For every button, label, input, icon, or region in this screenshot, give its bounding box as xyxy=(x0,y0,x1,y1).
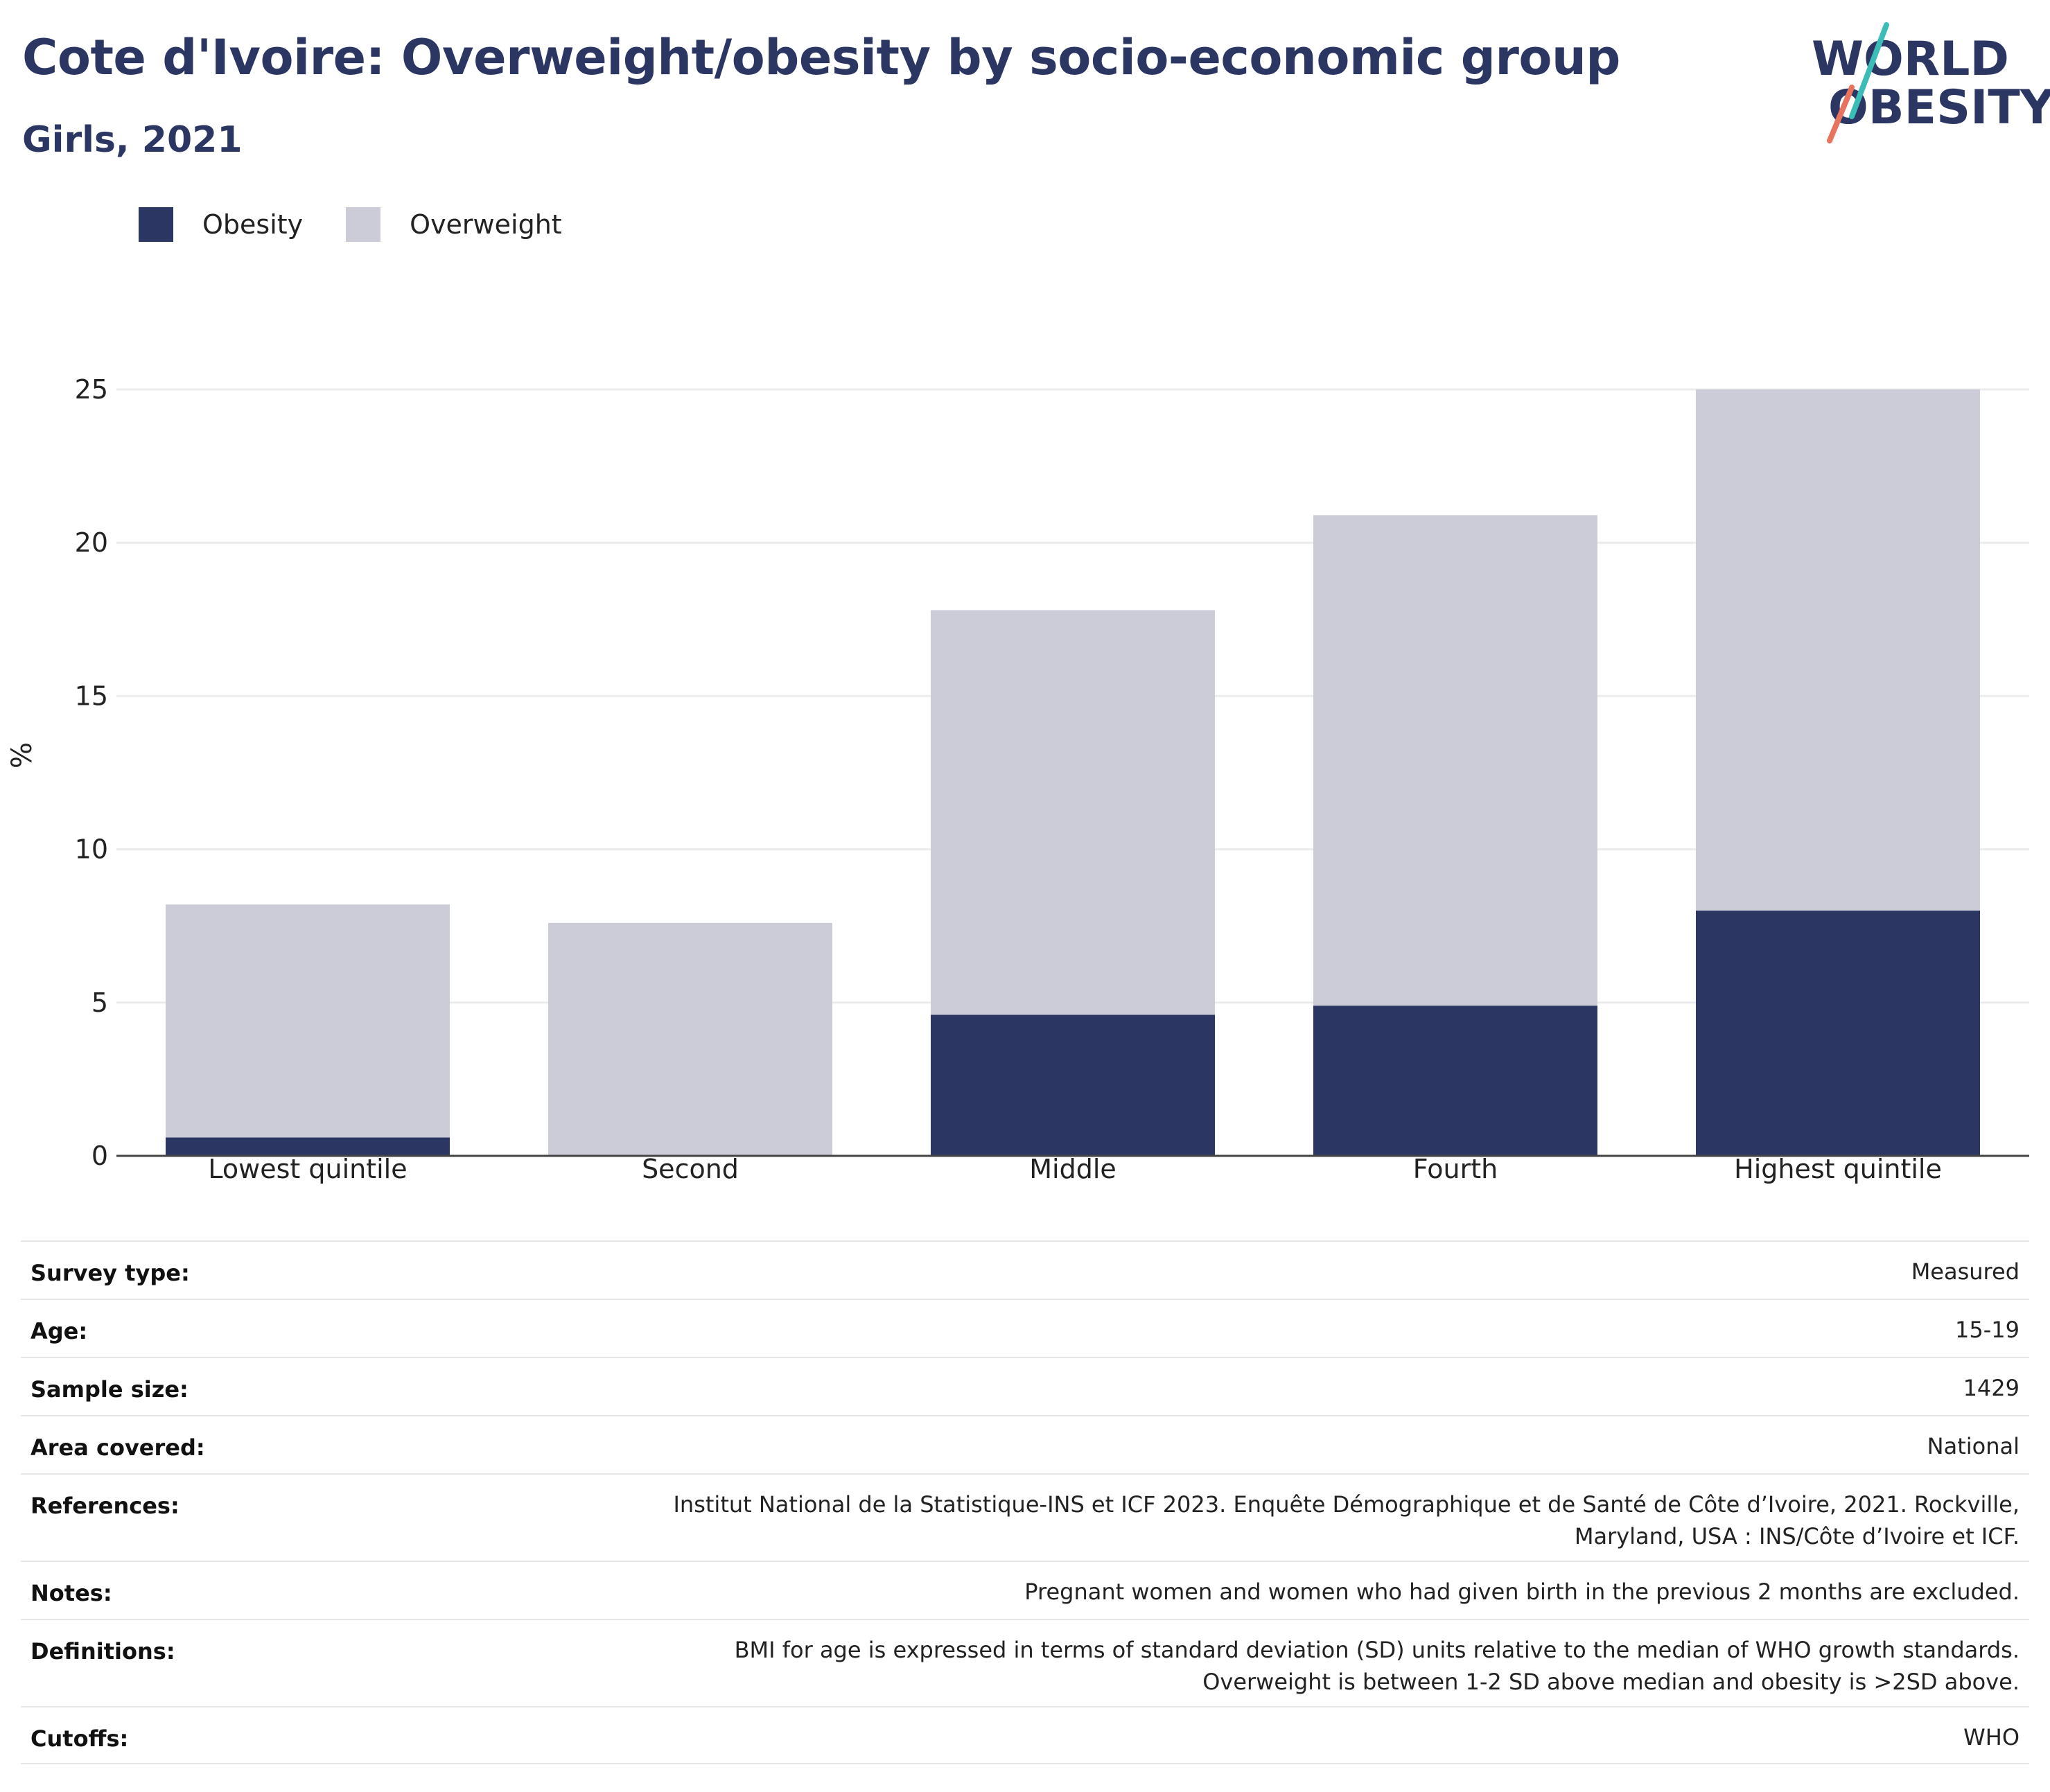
world-obesity-logo: WORLD OBESITY xyxy=(1809,19,2050,151)
chart-subtitle: Girls, 2021 xyxy=(22,119,243,161)
legend-label-obesity: Obesity xyxy=(202,209,304,240)
bar-overweight-0 xyxy=(166,904,450,1138)
metadata-row: Survey type: Measured xyxy=(21,1240,2029,1299)
metadata-key: Notes: xyxy=(30,1580,112,1606)
legend-label-overweight: Overweight xyxy=(410,209,562,240)
metadata-value: 15-19 xyxy=(1955,1317,2020,1343)
metadata-key: Area covered: xyxy=(30,1434,205,1461)
logo-line2: OBESITY xyxy=(1828,80,2050,135)
logo-line1: WORLD xyxy=(1812,32,2009,87)
bar-obesity-0 xyxy=(166,1137,450,1156)
legend-swatch-overweight xyxy=(346,207,381,242)
metadata-value: 1429 xyxy=(1963,1375,2020,1401)
y-tick-label: 5 xyxy=(91,987,108,1018)
y-tick-label: 10 xyxy=(75,834,108,865)
metadata-row: Age: 15-19 xyxy=(21,1299,2029,1357)
metadata-row: Area covered: National xyxy=(21,1415,2029,1473)
bar-overweight-3 xyxy=(1313,515,1597,1006)
metadata-table: Survey type: Measured Age: 15-19 Sample size… xyxy=(21,1240,2029,1764)
y-tick-label: 15 xyxy=(75,680,108,711)
x-tick-label: Lowest quintile xyxy=(208,1154,407,1184)
metadata-value: BMI for age is expressed in terms of sta… xyxy=(734,1637,2020,1695)
x-tick-label: Second xyxy=(642,1154,739,1184)
metadata-key: Age: xyxy=(30,1318,88,1344)
metadata-key: Cutoffs: xyxy=(30,1725,129,1752)
metadata-row: Notes: Pregnant women and women who had g… xyxy=(21,1561,2029,1619)
x-tick-label: Fourth xyxy=(1413,1154,1498,1184)
metadata-key: References: xyxy=(30,1493,179,1519)
y-tick-label: 0 xyxy=(91,1141,108,1171)
legend-item-obesity: Obesity xyxy=(139,207,303,242)
metadata-value: Institut National de la Statistique-INS … xyxy=(673,1491,2020,1549)
bar-obesity-3 xyxy=(1313,1005,1597,1156)
metadata-value: WHO xyxy=(1963,1724,2020,1750)
legend-swatch-obesity xyxy=(139,207,173,242)
x-tick-label: Middle xyxy=(1029,1154,1116,1184)
logo-coral-slash xyxy=(1827,85,1855,143)
metadata-row: Definitions: BMI for age is expressed in … xyxy=(21,1619,2029,1706)
metadata-key: Survey type: xyxy=(30,1260,190,1286)
metadata-row: References: Institut National de la Stati… xyxy=(21,1473,2029,1561)
logo-teal-slash xyxy=(1849,22,1889,119)
metadata-key: Sample size: xyxy=(30,1376,189,1403)
metadata-row: Cutoffs: WHO xyxy=(21,1706,2029,1764)
bar-overweight-1 xyxy=(548,922,832,1156)
chart-title: Cote d'Ivoire: Overweight/obesity by soc… xyxy=(22,29,1620,86)
legend-item-overweight: Overweight xyxy=(346,207,562,242)
chart-area: 0 5 10 15 20 25 Lowest quintile Second Middle Fou… xyxy=(0,333,2050,1185)
metadata-value: Measured xyxy=(1911,1258,2020,1285)
metadata-value: Pregnant women and women who had given b… xyxy=(1024,1579,2020,1605)
metadata-key: Definitions: xyxy=(30,1638,175,1664)
world-obesity-logo-icon: WORLD OBESITY xyxy=(1812,22,2050,143)
bar-obesity-2 xyxy=(931,1014,1215,1156)
bar-overweight-2 xyxy=(931,610,1215,1015)
metadata-value: National xyxy=(1927,1433,2020,1459)
x-tick-label: Highest quintile xyxy=(1734,1154,1942,1184)
bar-obesity-4 xyxy=(1696,911,1980,1156)
bar-overweight-4 xyxy=(1696,389,1980,911)
metadata-row: Sample size: 1429 xyxy=(21,1357,2029,1415)
chart-legend: Obesity Overweight xyxy=(139,207,605,243)
y-tick-label: 25 xyxy=(75,374,108,405)
bar-chart: 0 5 10 15 20 25 Lowest quintile Second Middle Fou… xyxy=(75,374,2029,1184)
y-tick-label: 20 xyxy=(75,527,108,558)
